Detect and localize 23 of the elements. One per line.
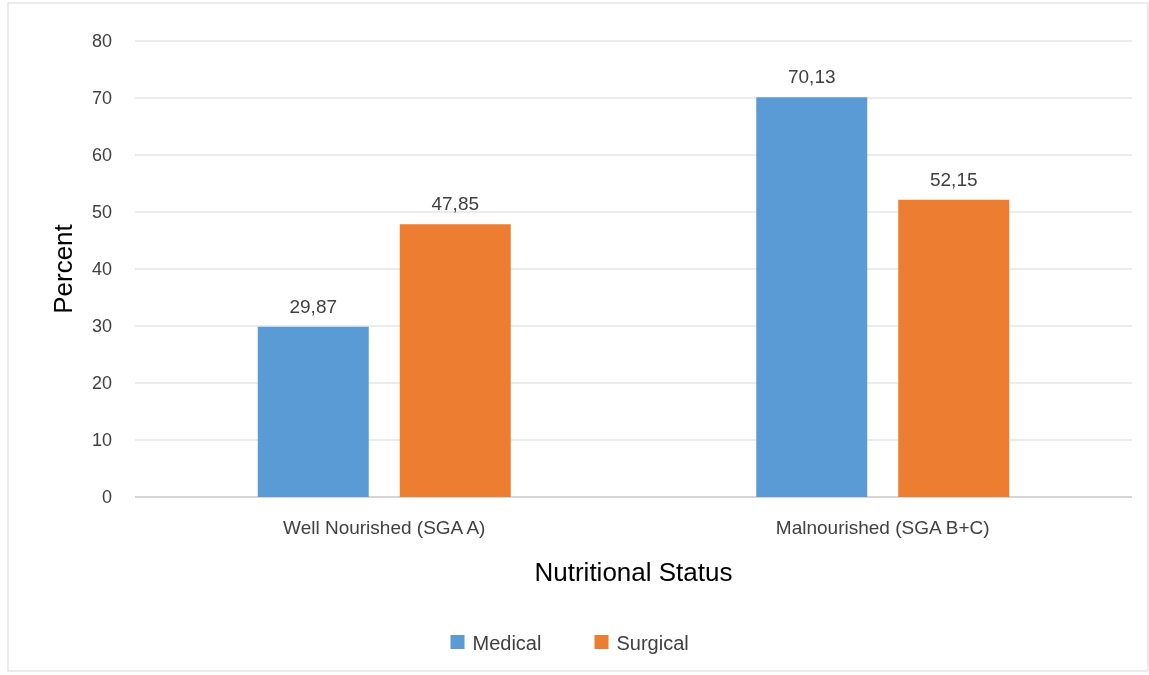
y-tick-label: 80 bbox=[91, 31, 112, 52]
y-tick-label: 60 bbox=[91, 145, 112, 166]
y-tick-label: 20 bbox=[91, 373, 112, 394]
data-label: 47,85 bbox=[431, 193, 480, 215]
data-label: 70,13 bbox=[787, 66, 836, 88]
bar bbox=[756, 97, 868, 497]
y-tick-label: 40 bbox=[91, 259, 112, 280]
y-tick-label: 70 bbox=[91, 88, 112, 109]
data-label: 52,15 bbox=[929, 168, 978, 190]
bar bbox=[898, 199, 1010, 497]
x-tick-label: Malnourished (SGA B+C) bbox=[775, 517, 990, 538]
y-tick-label: 10 bbox=[91, 430, 112, 451]
x-tick-label: Well Nourished (SGA A) bbox=[283, 517, 486, 538]
data-label: 29,87 bbox=[289, 295, 338, 317]
y-tick-label: 0 bbox=[101, 487, 112, 508]
bar bbox=[257, 326, 369, 497]
y-tick-label: 30 bbox=[91, 316, 112, 337]
legend-label: Medical bbox=[472, 632, 542, 654]
y-tick-label: 50 bbox=[91, 202, 112, 223]
x-axis-title: Nutritional Status bbox=[534, 557, 733, 587]
y-axis-title: Percent bbox=[48, 223, 78, 314]
legend-label: Surgical bbox=[616, 632, 689, 654]
bar bbox=[399, 224, 511, 497]
